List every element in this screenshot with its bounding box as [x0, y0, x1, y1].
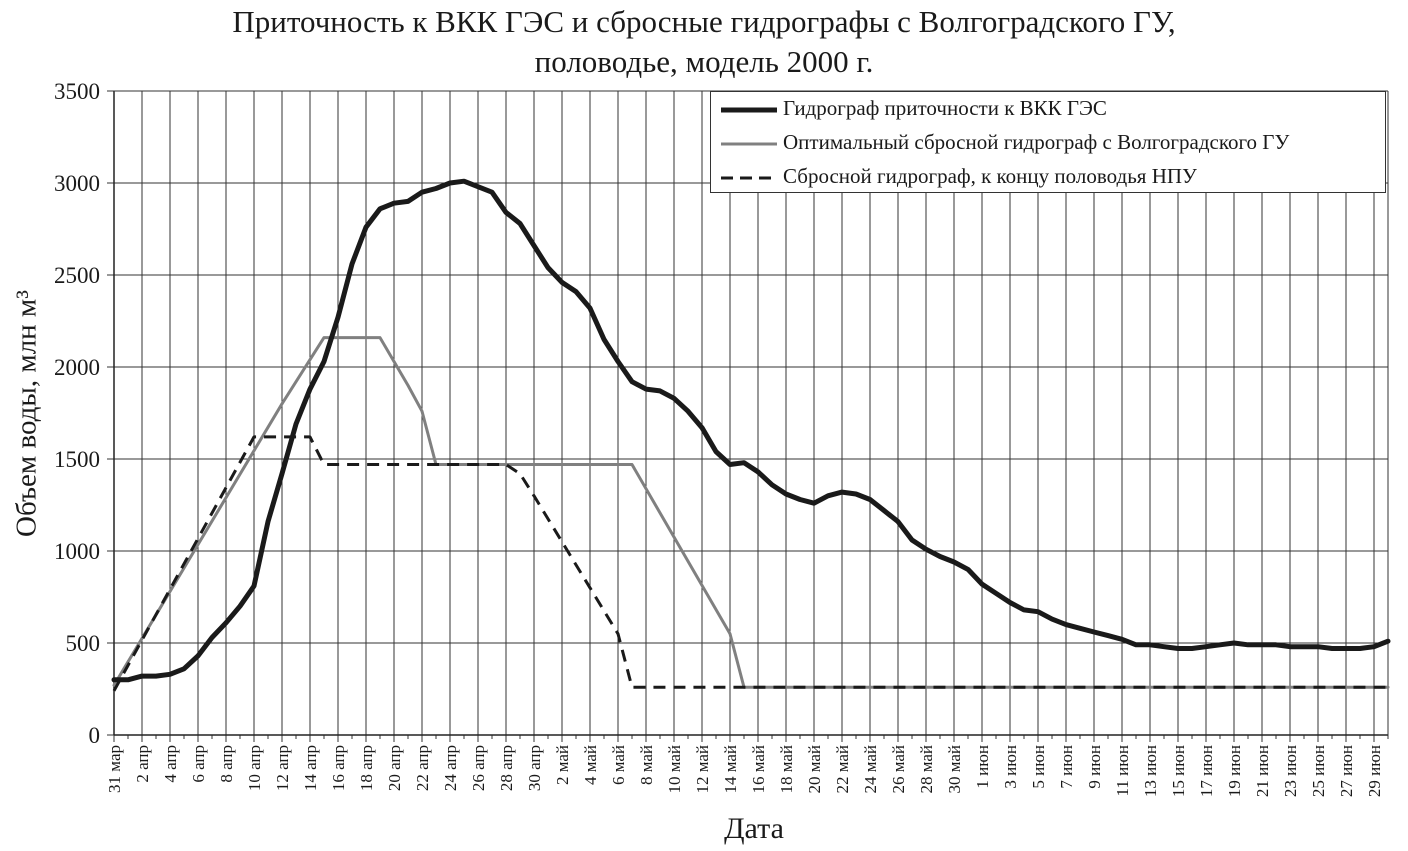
x-tick-label: 5 июн — [1029, 745, 1048, 789]
x-tick-label: 2 май — [553, 745, 572, 785]
x-tick-label: 21 июн — [1253, 745, 1272, 797]
x-tick-label: 1 июн — [973, 745, 992, 789]
x-tick-label: 25 июн — [1309, 745, 1328, 797]
y-tick-label: 2000 — [54, 355, 100, 380]
x-axis-label: Дата — [724, 812, 784, 845]
x-tick-label: 19 июн — [1225, 745, 1244, 797]
x-tick-label: 12 апр — [273, 745, 292, 791]
x-tick-label: 6 апр — [189, 745, 208, 783]
x-tick-label: 15 июн — [1169, 745, 1188, 797]
x-tick-label: 13 июн — [1141, 745, 1160, 797]
x-tick-label: 11 июн — [1113, 745, 1132, 797]
x-tick-label: 9 июн — [1085, 745, 1104, 789]
x-tick-label: 16 апр — [329, 745, 348, 791]
x-tick-label: 30 май — [945, 745, 964, 794]
series-line-2 — [112, 435, 1388, 692]
x-tick-label: 8 апр — [217, 745, 236, 783]
x-tick-label: 7 июн — [1057, 745, 1076, 789]
chart-title-line-1: Приточность к ВКК ГЭС и сбросные гидрогр… — [232, 4, 1176, 39]
x-tick-label: 6 май — [609, 745, 628, 785]
series-line-0 — [111, 178, 1391, 683]
legend-label-optimal-release: Оптимальный сбросной гидрограф с Волгогр… — [783, 130, 1290, 154]
x-tick-label: 23 июн — [1281, 745, 1300, 797]
x-tick-label: 16 май — [749, 745, 768, 794]
chart-title-line-2: половодье, модель 2000 г. — [534, 44, 874, 79]
x-tick-label: 14 май — [721, 745, 740, 794]
x-tick-label: 24 май — [861, 745, 880, 794]
y-tick-label: 3000 — [54, 171, 100, 196]
x-tick-label: 28 май — [917, 745, 936, 794]
x-tick-label: 31 мар — [105, 745, 124, 793]
x-tick-label: 4 май — [581, 745, 600, 785]
x-tick-label: 26 апр — [469, 745, 488, 791]
legend-label-inflow: Гидрограф приточности к ВКК ГЭС — [783, 96, 1107, 120]
x-tick-label: 24 апр — [441, 745, 460, 791]
series-line-1 — [112, 336, 1390, 689]
x-tick-label: 12 май — [693, 745, 712, 794]
x-tick-label: 8 май — [637, 745, 656, 785]
x-tick-label: 10 апр — [245, 745, 264, 791]
x-tick-label: 22 апр — [413, 745, 432, 791]
x-axis-ticks: 31 мар 2 апр 4 апр 6 апр 8 апр 10 апр 12 апр 14… — [105, 745, 1384, 797]
x-tick-label: 22 май — [833, 745, 852, 794]
y-tick-label: 500 — [66, 631, 101, 656]
x-tick-label: 20 апр — [385, 745, 404, 791]
legend-label-npu-release: Сбросной гидрограф, к концу половодья НП… — [783, 164, 1197, 188]
y-tick-label: 1500 — [54, 447, 100, 472]
y-tick-label: 2500 — [54, 263, 100, 288]
x-tick-label: 20 май — [805, 745, 824, 794]
x-tick-label: 18 апр — [357, 745, 376, 791]
x-tick-label: 17 июн — [1197, 745, 1216, 797]
legend-item-optimal-release: Оптимальный сбросной гидрограф с Волгогр… — [711, 126, 1385, 160]
x-tick-label: 4 апр — [161, 745, 180, 783]
y-tick-label: 1000 — [54, 539, 100, 564]
x-tick-label: 28 апр — [497, 745, 516, 791]
x-tick-label: 14 апр — [301, 745, 320, 791]
legend-item-npu-release: Сбросной гидрограф, к концу половодья НП… — [711, 160, 1385, 194]
y-tick-label: 3500 — [54, 79, 100, 104]
x-tick-label: 3 июн — [1001, 745, 1020, 789]
x-tick-label: 29 июн — [1365, 745, 1384, 797]
x-tick-label: 18 май — [777, 745, 796, 794]
x-tick-label: 10 май — [665, 745, 684, 794]
y-tick-label: 0 — [89, 723, 101, 748]
legend-item-inflow: Гидрограф приточности к ВКК ГЭС — [711, 92, 1385, 126]
x-tick-label: 30 апр — [525, 745, 544, 791]
chart-series — [111, 178, 1391, 692]
x-tick-label: 27 июн — [1337, 745, 1356, 797]
chart-legend: Гидрограф приточности к ВКК ГЭС Оптималь… — [710, 91, 1386, 193]
y-axis-ticks: 0 500 1000 1500 2000 2500 3000 3500 — [54, 79, 100, 748]
x-tick-label: 26 май — [889, 745, 908, 794]
y-axis-label: Объем воды, млн м³ — [10, 290, 43, 537]
x-tick-label: 2 апр — [133, 745, 152, 783]
